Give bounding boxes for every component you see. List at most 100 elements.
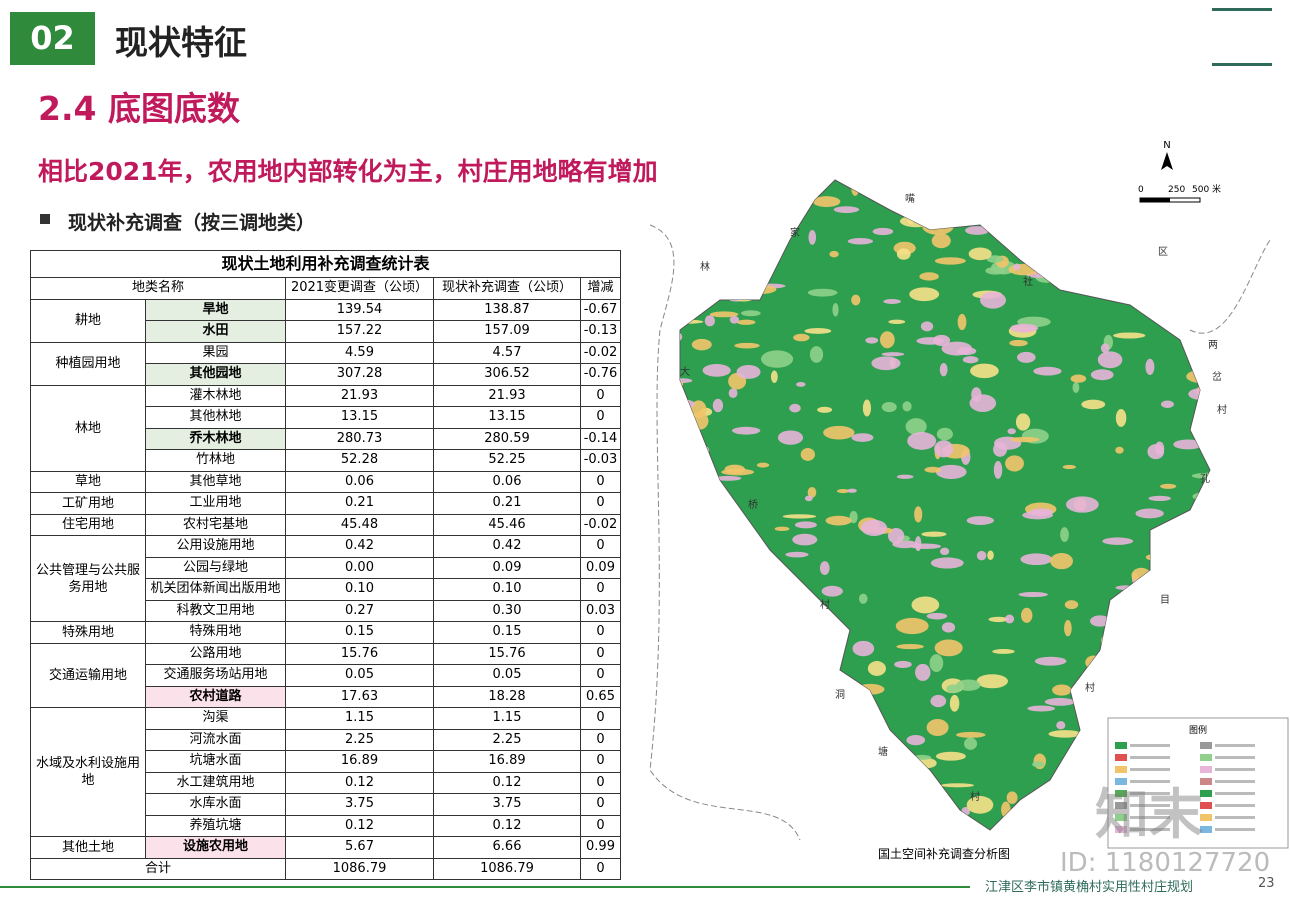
map-patch [868,788,896,806]
map-patch [1081,399,1106,410]
north-arrow [1161,152,1173,170]
map-patch [893,180,916,186]
map-patch [976,550,987,561]
cell-value: 0.05 [433,664,581,687]
map-patch [729,315,740,324]
map-patch [819,561,830,576]
sub-class: 其他草地 [145,470,286,493]
map-patch [714,475,742,481]
map-patch [680,298,707,304]
map-patch [881,352,905,357]
table-row: 工矿用地 工业用地 0.21 0.21 0 [30,492,622,515]
map-patch [705,218,736,223]
sub-class: 养殖坑塘 [145,814,286,837]
cell-value: 0 [579,793,622,816]
map-patch [829,250,839,258]
cell-value: 3.75 [285,793,434,816]
map-patch [1207,670,1210,685]
cell-value: 45.46 [433,513,581,536]
map-patch [1127,694,1135,703]
map-patch [1006,839,1035,849]
map-patch [1211,289,1220,293]
map-patch [1174,678,1185,686]
map-patch [914,536,922,552]
map-patch [872,227,894,236]
map-patch [1028,218,1049,226]
footer-line [0,886,970,888]
cell-value: 306.52 [433,363,581,386]
map-patch [756,837,774,844]
map-patch [1173,439,1203,450]
sub-class: 果园 [145,341,286,364]
map-patch [980,291,1006,309]
table-row: 耕地 旱地 139.54 138.87 -0.67 [30,298,622,343]
cell-value: 0.09 [433,556,581,579]
map-patch [794,521,817,529]
map-patch [1042,806,1057,822]
map-patch [680,295,691,303]
map-patch [751,268,767,276]
cell-value: 21.93 [285,384,434,407]
map-patch [760,193,769,198]
map-patch [1024,227,1043,235]
cell-value: 0 [579,535,622,558]
map-patch [852,764,880,773]
cell-value: 0.30 [433,599,581,622]
map-patch [881,402,897,413]
group-name: 公共管理与公共服务用地 [30,535,146,622]
map-patch [1210,606,1233,620]
table-row: 地类名称 2021变更调查（公顷） 现状补充调查（公顷） 增减 [30,277,622,300]
map-patch [1160,400,1174,408]
map-patch [1127,286,1143,297]
map-patch [1008,263,1041,276]
map-patch [1089,667,1116,674]
map-patch [1102,537,1134,545]
map-patch [992,648,1015,654]
cell-value: 280.73 [285,427,434,450]
map-patch [973,181,989,191]
cell-value: 0.42 [433,535,581,558]
map-patch [744,791,777,808]
map-patch [792,533,818,546]
sub-class: 农村宅基地 [145,513,286,536]
map-patch [902,401,912,412]
map-patch [769,816,782,830]
map-patch [1060,527,1069,543]
section-title: 现状特征 [115,23,247,62]
map-patch [1203,515,1210,525]
total-label: 合计 [30,857,286,880]
sub-class: 设施农用地 [145,836,286,859]
map-patch [1059,180,1070,185]
cell-value: 17.63 [285,685,434,708]
cell-value: 4.59 [285,341,434,364]
map-patch [731,180,759,187]
map-patch [1185,205,1193,220]
map-patch [1029,508,1054,516]
map-patch [1027,705,1056,712]
map-patch [705,273,714,286]
map-patch [779,649,792,655]
map-patch [915,663,931,681]
table-row: 交通运输用地 公路用地 15.76 15.76 0 [30,642,622,708]
map-patch [936,427,953,441]
cell-value: 0.10 [433,578,581,601]
table-row: 农村道路 17.63 18.28 0.65 [31,685,622,708]
map-patch [712,398,724,413]
map-patch [1020,607,1033,623]
map-patch [721,503,739,512]
map-patch [809,346,824,363]
map-patch [1065,236,1093,252]
map-patch [987,186,1009,203]
map-patch [769,608,783,614]
map-patch [836,489,850,494]
cell-value: 157.09 [433,320,581,343]
map-patch [1010,323,1039,333]
map-patch [887,527,905,544]
map-patch [807,486,817,498]
legend-text-stub [1215,828,1255,831]
place-label: 林 [700,260,710,273]
map-patch [1160,483,1177,489]
scale-label: 250 [1168,185,1185,195]
map-patch [680,727,691,743]
